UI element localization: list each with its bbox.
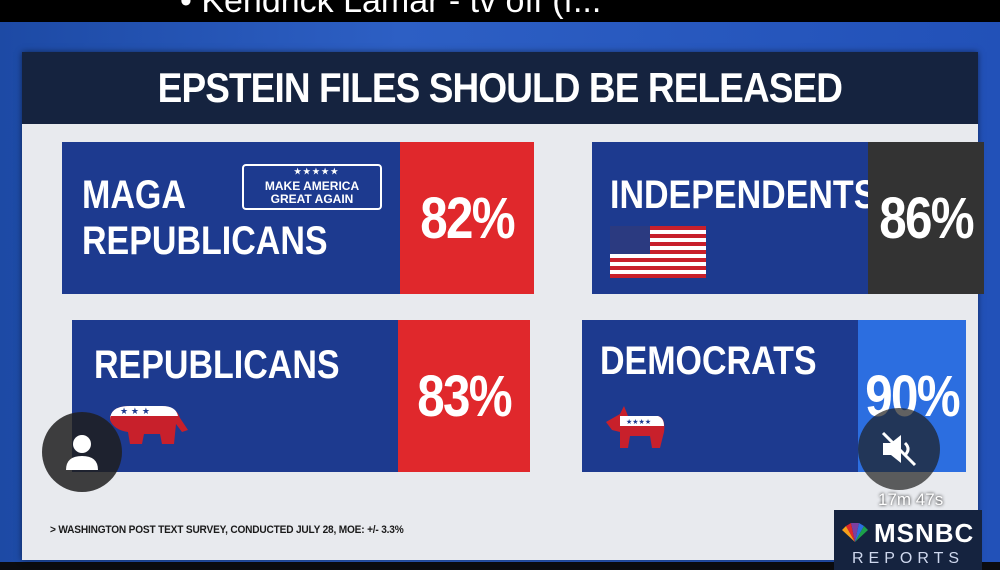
tile-label-line-1: MAGA — [82, 173, 186, 217]
democrat-donkey-icon: ★★★★ — [606, 406, 665, 448]
msnbc-reports-logo: MSNBC REPORTS — [834, 510, 982, 570]
tile-percent-box: 82% — [400, 142, 534, 294]
tile-percent: 83% — [417, 363, 512, 429]
now-playing-caption: • Kendrick Lamar - tv off (f... — [180, 0, 602, 20]
logo-subtext: REPORTS — [852, 550, 965, 567]
tile-republicans: REPUBLICANS ★ ★ ★ 83% — [72, 320, 530, 472]
graphic-title: EPSTEIN FILES SHOULD BE RELEASED — [157, 64, 843, 111]
survey-footnote: > WASHINGTON POST TEXT SURVEY, CONDUCTED… — [50, 524, 404, 536]
tile-label-box: DEMOCRATS ★★★★ — [582, 320, 858, 472]
tile-label-line-2: REPUBLICANS — [82, 219, 328, 263]
tile-percent-box: 83% — [398, 320, 530, 472]
badge-text: MAKE AMERICA GREAT AGAIN — [264, 179, 360, 206]
tile-percent: 82% — [420, 185, 515, 251]
user-icon — [66, 435, 98, 470]
badge-stars: ★★★★★ — [294, 167, 340, 176]
peacock-icon — [842, 523, 868, 542]
video-frame[interactable]: EPSTEIN FILES SHOULD BE RELEASED MAGA RE… — [0, 22, 1000, 570]
remaining-time: 17m 47s — [878, 490, 944, 509]
tile-label-box: INDEPENDENTS — [592, 142, 876, 294]
svg-text:★ ★ ★: ★ ★ ★ — [120, 407, 150, 417]
tile-label-line-1: REPUBLICANS — [94, 343, 340, 387]
tile-independents: INDEPENDENTS 86% — [592, 142, 984, 294]
us-flag-icon — [610, 226, 706, 278]
tile-percent: 86% — [879, 185, 974, 251]
tile-percent-box: 86% — [868, 142, 984, 294]
video-caption-bar: • Kendrick Lamar - tv off (f... — [0, 0, 1000, 22]
mute-button[interactable] — [858, 408, 940, 490]
gop-elephant-icon: ★ ★ ★ — [110, 406, 188, 444]
graphic-title-bar: EPSTEIN FILES SHOULD BE RELEASED — [22, 52, 978, 124]
tile-maga-republicans: MAGA REPUBLICANS ★★★★★ MAKE AMERICA GREA… — [62, 142, 534, 294]
svg-text:★★★★: ★★★★ — [626, 418, 651, 426]
news-graphic: EPSTEIN FILES SHOULD BE RELEASED MAGA RE… — [22, 52, 984, 570]
tile-label-box: MAGA REPUBLICANS ★★★★★ MAKE AMERICA GREA… — [62, 142, 400, 294]
tile-label-box: REPUBLICANS ★ ★ ★ — [72, 320, 398, 472]
tile-label-line-1: DEMOCRATS — [600, 339, 817, 383]
speaker-muted-icon — [881, 431, 917, 467]
tile-label-line-1: INDEPENDENTS — [610, 173, 877, 217]
maga-badge: ★★★★★ MAKE AMERICA GREAT AGAIN — [242, 164, 382, 210]
profile-avatar-button[interactable] — [42, 412, 122, 492]
logo-text: MSNBC — [874, 518, 975, 548]
